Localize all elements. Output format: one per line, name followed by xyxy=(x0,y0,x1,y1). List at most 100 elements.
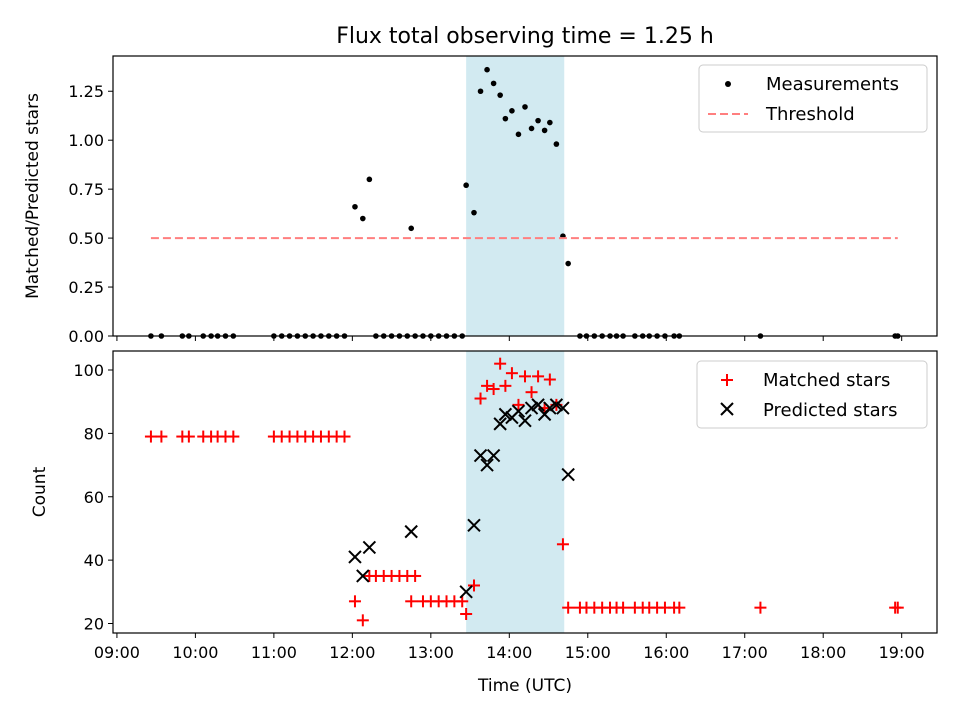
matched-stars-point xyxy=(519,370,531,383)
predicted-stars-point xyxy=(486,448,501,463)
predicted-stars-point-b xyxy=(473,448,488,463)
bottom-y-tick-label: 100 xyxy=(73,361,104,380)
bottom-y-tick-label: 40 xyxy=(84,551,104,570)
predicted-stars-point xyxy=(543,401,557,415)
predicted-stars-point-b xyxy=(498,407,513,422)
matched-stars-point xyxy=(487,383,500,396)
predicted-stars-point xyxy=(467,518,481,532)
top-axes-frame xyxy=(112,55,938,337)
predicted-stars-point xyxy=(480,458,494,472)
predicted-stars-point-b xyxy=(467,518,481,532)
predicted-stars-point xyxy=(556,401,570,415)
measurement-point xyxy=(366,176,373,183)
predicted-stars-point xyxy=(511,404,526,418)
matched-stars-point xyxy=(405,595,418,608)
matched-stars-point xyxy=(562,601,575,614)
top-y-axis: 0.00 0.25 0.50 0.75 1.00 1.25 xyxy=(68,82,113,346)
bottom-y-tick-label: 20 xyxy=(84,614,104,633)
x-tick-label: 18:00 xyxy=(800,643,846,662)
measurement-point xyxy=(502,115,509,122)
x-tick-label: 10:00 xyxy=(172,643,218,662)
top-legend-frame xyxy=(698,64,928,133)
top-legend: Measurements Threshold xyxy=(698,64,928,133)
predicted-stars-point-b xyxy=(549,398,564,412)
bottom-legend-frame xyxy=(696,360,928,429)
bottom-y-axis-label: Count xyxy=(30,466,50,517)
matched-stars-point xyxy=(494,357,507,370)
matched-stars-point xyxy=(467,579,480,592)
legend-predicted-marker xyxy=(720,402,734,416)
predicted-stars-point-b xyxy=(561,467,575,482)
bottom-y-tick-label: 80 xyxy=(84,424,104,443)
matched-stars-point xyxy=(227,430,240,443)
top-y-tick-label: 0.75 xyxy=(68,180,104,199)
matched-stars-point xyxy=(556,538,569,551)
legend-predicted-label: Predicted stars xyxy=(763,400,897,421)
matched-stars-point xyxy=(512,398,525,411)
x-tick-label: 16:00 xyxy=(643,643,689,662)
predicted-stars-point xyxy=(362,540,377,555)
legend-threshold-label: Threshold xyxy=(765,104,855,125)
measurement-point xyxy=(408,225,415,232)
x-tick-label: 13:00 xyxy=(408,643,454,662)
chart-title: Flux total observing time = 1.25 h xyxy=(336,24,714,49)
predicted-stars-point-b xyxy=(356,569,370,583)
top-y-tick-label: 1.00 xyxy=(68,131,104,150)
legend-measurements-label: Measurements xyxy=(766,74,899,95)
x-tick-label: 11:00 xyxy=(251,643,297,662)
predicted-stars-point-b xyxy=(480,458,494,472)
matched-stars-point xyxy=(543,373,556,386)
measurement-point xyxy=(484,66,490,73)
matched-stars-point xyxy=(499,379,512,392)
top-y-tick-label: 1.25 xyxy=(68,82,104,101)
x-tick-label: 12:00 xyxy=(329,643,375,662)
top-highlight-span xyxy=(466,56,565,336)
x-tick-label: 09:00 xyxy=(94,643,140,662)
predicted-stars-point xyxy=(549,398,564,412)
matched-stars-point xyxy=(456,595,469,608)
matched-stars-point xyxy=(155,430,168,443)
bottom-axes-frame xyxy=(112,350,938,634)
predicted-stars-point-b xyxy=(524,401,539,415)
matched-stars-point xyxy=(409,569,422,582)
top-y-tick-label: 0.25 xyxy=(68,278,104,297)
predicted-stars-point-b xyxy=(531,398,545,412)
matched-stars-point xyxy=(460,607,473,620)
predicted-stars-point xyxy=(459,585,473,599)
matched-stars-point xyxy=(525,386,538,399)
predicted-stars-point xyxy=(498,407,513,422)
predicted-stars-point-b xyxy=(556,401,570,415)
legend-matched-label: Matched stars xyxy=(763,370,890,391)
predicted-stars-point xyxy=(493,417,507,431)
matched-stars-point xyxy=(144,430,157,443)
x-tick-label: 14:00 xyxy=(486,643,532,662)
measurement-point xyxy=(515,131,522,138)
predicted-stars-point xyxy=(473,448,488,463)
x-tick-label: 17:00 xyxy=(722,643,768,662)
predicted-stars-point-b xyxy=(511,404,526,418)
measurement-point xyxy=(522,104,528,110)
predicted-stars-point xyxy=(524,401,539,415)
measurement-point xyxy=(471,209,477,216)
top-panel: 0.00 0.25 0.50 0.75 1.00 1.25 Matched/Predict… xyxy=(23,55,938,346)
measurement-point xyxy=(463,182,469,189)
top-y-tick-label: 0.50 xyxy=(68,229,104,248)
bottom-x-axis: 09:00 10:00 11:00 12:00 13:00 14:00 15:00 16:00… xyxy=(94,633,925,662)
bottom-series xyxy=(144,357,904,627)
bottom-y-tick-label: 60 xyxy=(84,488,104,507)
matched-stars-point xyxy=(182,430,195,443)
bottom-panel: 20 40 60 80 100 09:00 10:00 11:00 12:00 13:00 14:… xyxy=(30,350,938,696)
measurement-point xyxy=(497,92,503,98)
x-tick-label: 19:00 xyxy=(879,643,925,662)
measurement-point xyxy=(360,215,366,222)
predicted-stars-point-b xyxy=(459,585,473,599)
predicted-stars-point-b xyxy=(362,540,377,555)
predicted-stars-point xyxy=(531,398,545,412)
predicted-stars-point xyxy=(561,467,575,482)
matched-stars-point xyxy=(338,430,351,443)
predicted-stars-point xyxy=(518,414,532,428)
predicted-stars-point-b xyxy=(543,401,557,415)
measurement-point xyxy=(541,127,548,134)
measurement-point xyxy=(535,117,541,124)
